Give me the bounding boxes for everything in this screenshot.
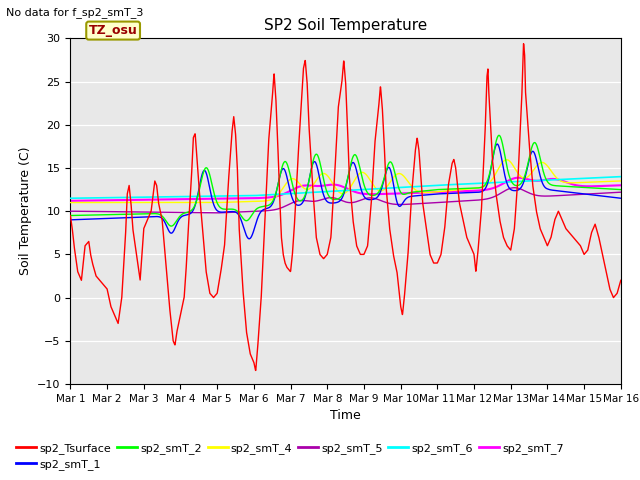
X-axis label: Time: Time	[330, 409, 361, 422]
Legend: sp2_Tsurface, sp2_smT_1, sp2_smT_2, sp2_smT_4, sp2_smT_5, sp2_smT_6, sp2_smT_7: sp2_Tsurface, sp2_smT_1, sp2_smT_2, sp2_…	[12, 438, 568, 474]
Y-axis label: Soil Temperature (C): Soil Temperature (C)	[19, 147, 32, 276]
Title: SP2 Soil Temperature: SP2 Soil Temperature	[264, 18, 428, 33]
Text: TZ_osu: TZ_osu	[89, 24, 138, 37]
Text: No data for f_sp2_smT_3: No data for f_sp2_smT_3	[6, 7, 144, 18]
